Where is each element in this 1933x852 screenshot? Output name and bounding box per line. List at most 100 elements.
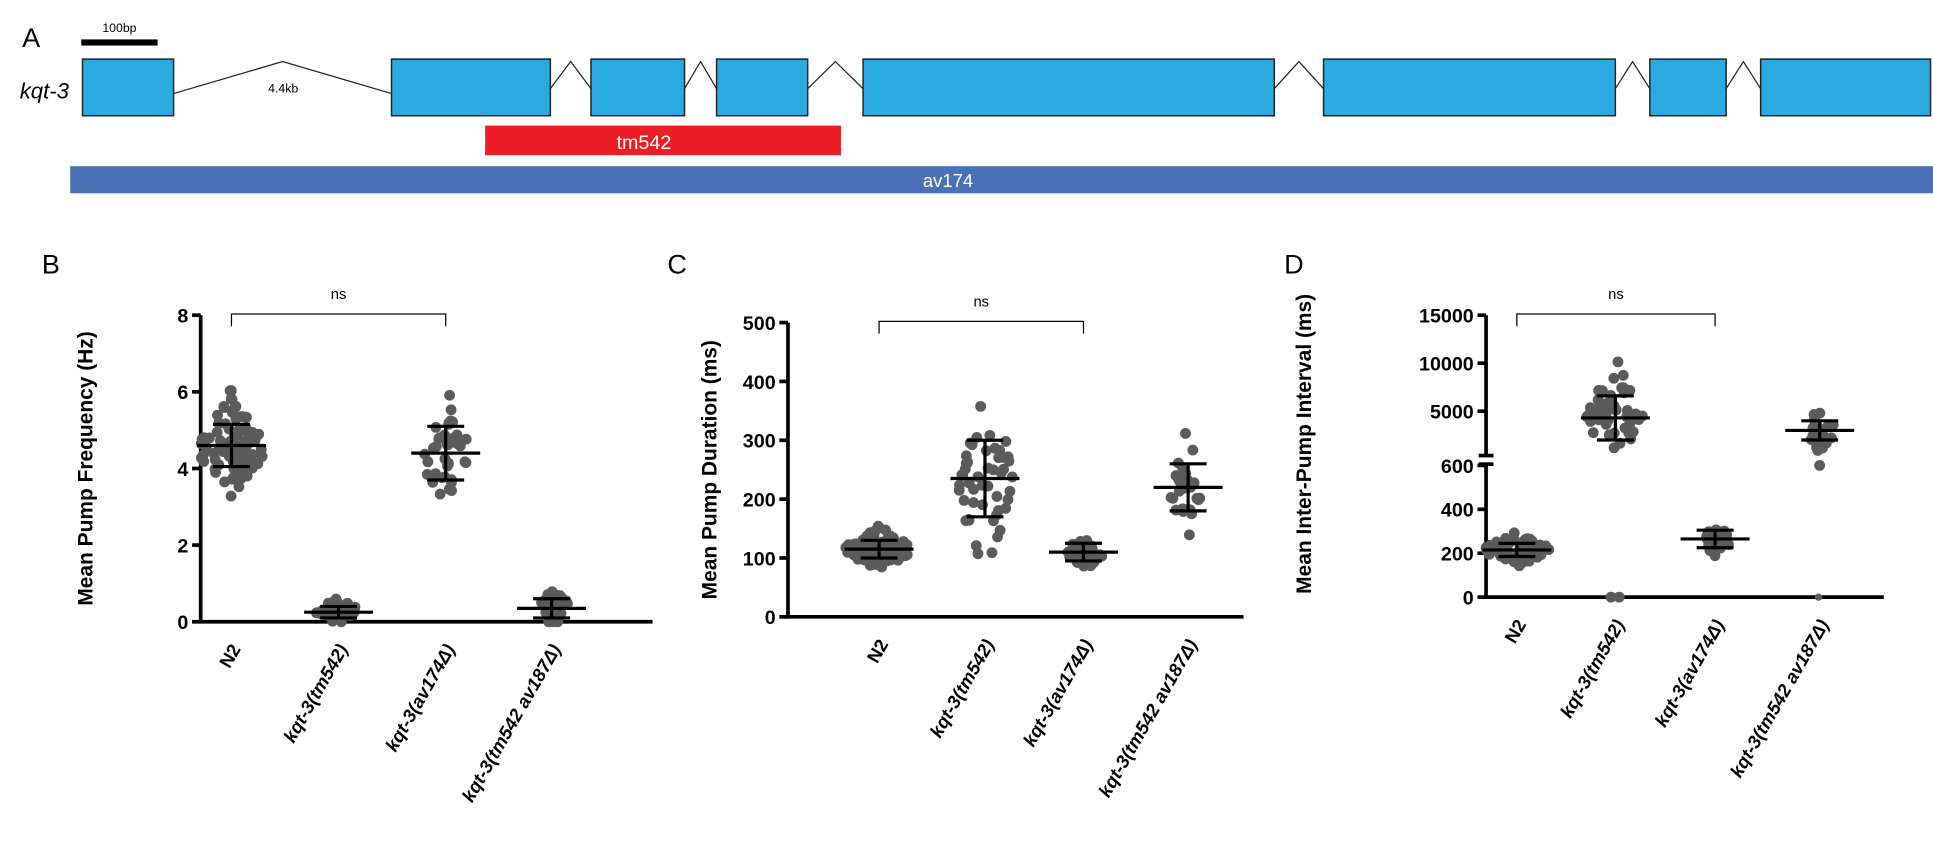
gene-label: kqt-3 (20, 78, 70, 103)
y-tick-label: 4 (177, 459, 188, 481)
data-point (1616, 382, 1628, 394)
data-point (233, 424, 245, 436)
group-2 (411, 389, 481, 500)
data-point (451, 438, 463, 449)
panel-label-d: D (1284, 248, 1304, 279)
data-point (864, 559, 876, 571)
x-category-label: kqt-3(tm542 av187Δ) (1726, 616, 1833, 781)
data-point (249, 435, 261, 447)
group-1 (304, 593, 374, 628)
data-point (224, 385, 236, 397)
intron-line (173, 60, 392, 95)
data-point (1603, 429, 1615, 441)
y-tick-label: 15000 (1419, 306, 1474, 328)
y-axis-label: Mean Pump Duration (ms) (699, 340, 722, 599)
y-tick-label: 100 (743, 548, 776, 570)
chart-b: 0 2 4 6 8 Mean Pump Frequency (Hz) ns N2 kqt-3(t… (74, 287, 653, 805)
panel-label-c: C (667, 248, 687, 279)
y-tick-label: 0 (177, 612, 188, 634)
intron-line (1273, 60, 1325, 90)
group-2 (1048, 535, 1118, 572)
data-point (1814, 459, 1826, 471)
exon (81, 58, 175, 117)
data-point (984, 429, 996, 441)
tm542-label: tm542 (617, 132, 672, 154)
group-0 (840, 520, 914, 573)
exon (1322, 58, 1617, 117)
y-tick-label: 0 (1463, 588, 1474, 610)
data-point (899, 550, 911, 562)
data-point (446, 485, 457, 496)
data-point (445, 404, 457, 416)
data-point (231, 462, 243, 474)
data-point (219, 476, 231, 488)
exon (862, 58, 1276, 117)
x-category-label: N2 (1500, 616, 1530, 647)
x-category-label: N2 (862, 635, 892, 666)
group-1 (950, 400, 1020, 560)
data-point (1624, 417, 1636, 429)
group-3 (1785, 407, 1855, 601)
group-3 (517, 586, 587, 628)
data-point (968, 497, 979, 508)
data-point (218, 402, 230, 414)
exon (1649, 58, 1727, 117)
data-point (233, 481, 245, 493)
intron-line (684, 60, 718, 89)
group-0 (1480, 527, 1555, 572)
data-point (444, 389, 456, 401)
data-point (230, 401, 242, 412)
data-point (1587, 427, 1599, 439)
y-tick-label: 200 (1441, 544, 1474, 566)
data-point (212, 409, 223, 421)
significance-bracket (230, 313, 447, 327)
data-point (1605, 591, 1617, 603)
data-point (1814, 593, 1823, 601)
data-point (421, 469, 433, 480)
data-point (1593, 414, 1605, 426)
significance-label: ns (1608, 287, 1624, 303)
data-point (991, 491, 1003, 502)
x-category-label: kqt-3(tm542 av187Δ) (457, 640, 564, 805)
intron-line (1725, 60, 1762, 89)
panel-label-b: B (42, 248, 60, 279)
data-point (241, 470, 253, 482)
exon (715, 58, 809, 117)
x-category-label: kqt-3(tm542 av187Δ) (1094, 635, 1201, 800)
data-point (975, 400, 987, 412)
x-category-label: N2 (215, 640, 245, 671)
data-point (1484, 542, 1496, 554)
data-point (966, 439, 978, 451)
significance-bracket (878, 320, 1085, 334)
y-tick-label: 5000 (1430, 402, 1474, 424)
data-point (992, 505, 1004, 517)
av174-deletion-bar (70, 166, 1933, 194)
data-point (1500, 533, 1512, 544)
exon (590, 58, 686, 117)
x-category-label: kqt-3(av174Δ) (381, 640, 459, 755)
exon (1759, 58, 1932, 117)
significance-label: ns (973, 295, 989, 311)
chart-c: 0 100 200 300 400 500 Mean Pump Duration (ms) n… (699, 295, 1244, 801)
scale-bar-label: 100bp (102, 21, 136, 35)
y-tick-label: 200 (743, 490, 776, 512)
y-tick-label: 6 (177, 382, 188, 404)
data-point (989, 442, 1001, 454)
data-point (1002, 494, 1014, 505)
data-point (451, 429, 463, 441)
significance-bracket (1516, 313, 1716, 327)
data-point (1002, 451, 1014, 463)
y-tick-label: 500 (743, 313, 776, 335)
data-point (1608, 372, 1620, 384)
exon (390, 58, 552, 117)
data-point (954, 479, 965, 491)
x-category-label: kqt-3(av174Δ) (1019, 635, 1097, 750)
data-point (1584, 402, 1596, 414)
x-category-label: kqt-3(av174Δ) (1650, 616, 1728, 731)
exons (81, 58, 1932, 117)
data-point (441, 460, 453, 472)
data-point (209, 454, 221, 465)
y-tick-label: 0 (765, 607, 776, 629)
y-tick-label: 400 (743, 372, 776, 394)
data-point (434, 488, 446, 500)
